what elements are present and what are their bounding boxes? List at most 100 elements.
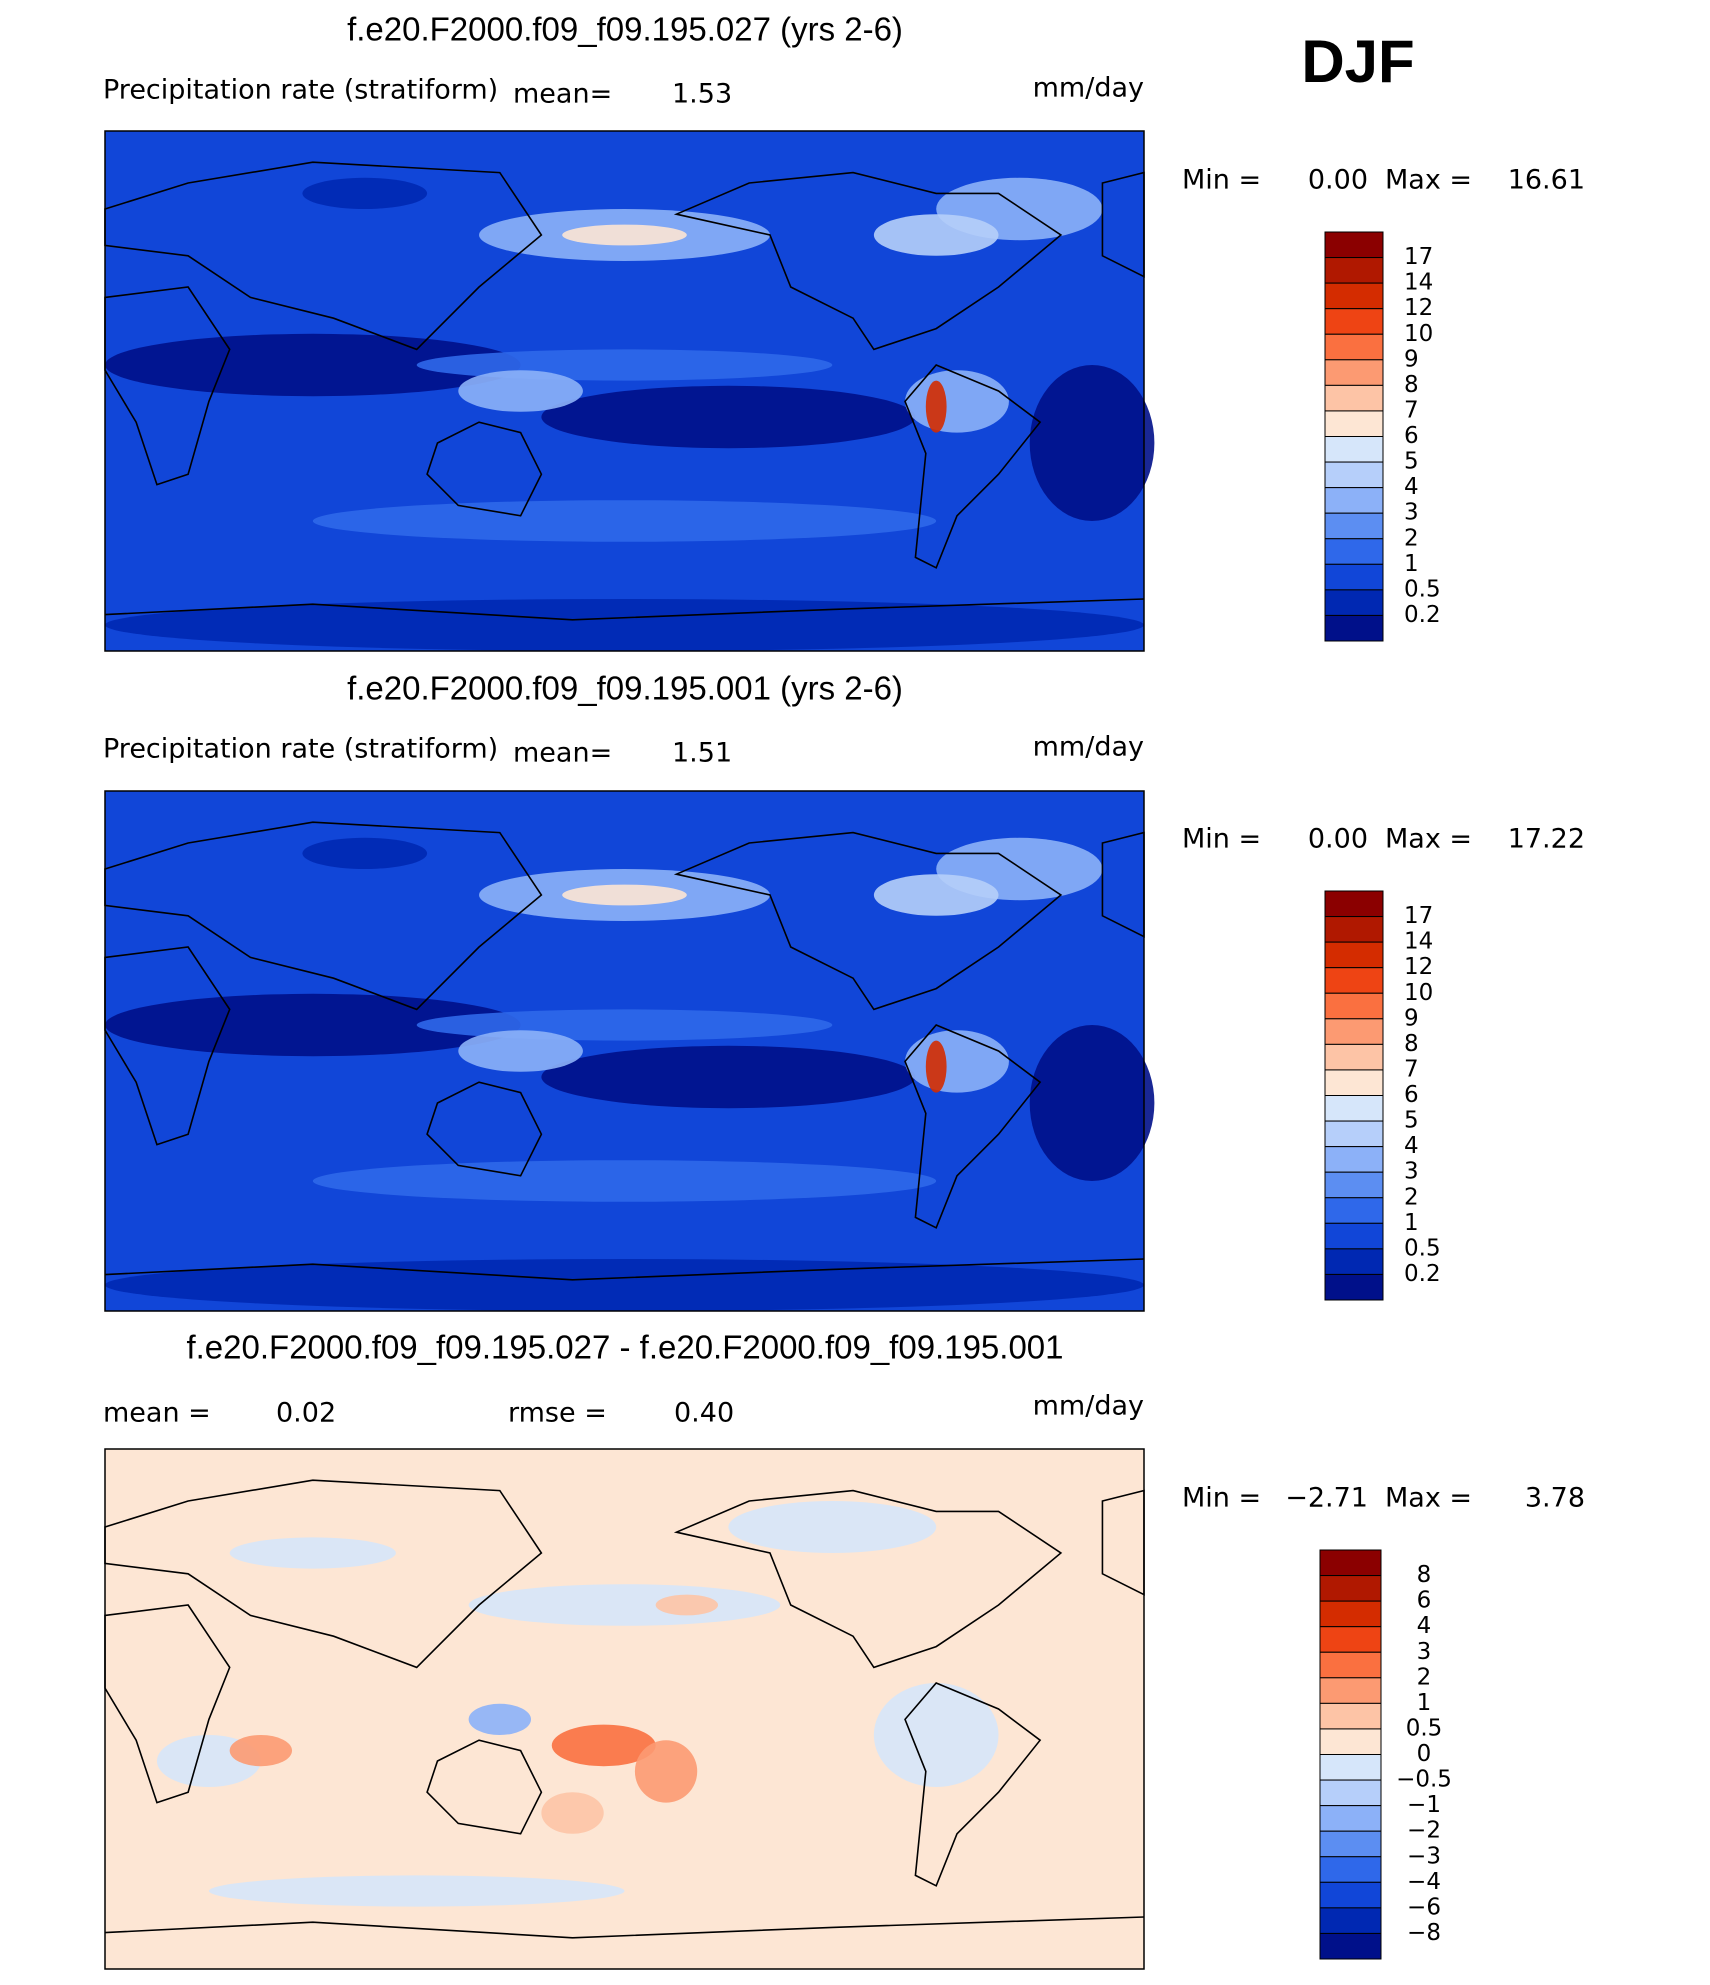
map: [104, 1448, 1145, 1970]
panel-title: f.e20.F2000.f09_f09.195.027 - f.e20.F200…: [186, 1329, 1063, 1366]
colorbar-label: 8: [1404, 372, 1419, 398]
map-field: [458, 1030, 583, 1072]
map-field: [302, 177, 428, 209]
colorbar-box: [1324, 1043, 1384, 1071]
colorbar-label: 1: [1417, 1690, 1432, 1716]
colorbar-label: 1: [1404, 551, 1419, 577]
rmse-value: 0.40: [674, 1398, 734, 1429]
min-label: Min =: [1182, 165, 1261, 196]
colorbar-box: [1324, 487, 1384, 514]
colorbar-label: 2: [1417, 1664, 1432, 1690]
units-label: mm/day: [1033, 732, 1144, 763]
map-field: [312, 500, 937, 542]
colorbar-label: 12: [1404, 295, 1433, 321]
map-field: [105, 1259, 1144, 1311]
colorbar-box: [1324, 1120, 1384, 1148]
colorbar-box: [1324, 359, 1384, 386]
map: [104, 790, 1155, 1312]
variable-label: Precipitation rate (stratiform): [103, 75, 498, 106]
colorbar-label: 3: [1417, 1639, 1432, 1665]
map-field: [562, 884, 687, 906]
mean-value: 0.02: [276, 1398, 336, 1429]
colorbar-box: [1324, 563, 1384, 591]
map-field: [551, 1724, 656, 1767]
map-field: [541, 1045, 916, 1109]
colorbar-label: 14: [1404, 270, 1433, 296]
colorbar-label: 9: [1404, 346, 1419, 372]
map-field: [655, 1594, 719, 1616]
colorbar-label: 10: [1404, 980, 1433, 1006]
colorbar-label: 4: [1404, 474, 1419, 500]
map-field: [562, 224, 687, 246]
colorbar-box: [1324, 589, 1384, 616]
coastline: [104, 1916, 1145, 1939]
colorbar-label: 0.5: [1406, 1715, 1443, 1741]
map-field: [541, 385, 916, 449]
colorbar-label: 6: [1404, 1082, 1419, 1108]
colorbar-box: [1324, 512, 1384, 540]
map-frame: [104, 790, 1145, 1312]
colorbar-box: [1324, 1018, 1384, 1045]
colorbar-label: −2: [1407, 1818, 1441, 1844]
panel-title: f.e20.F2000.f09_f09.195.001 (yrs 2-6): [347, 670, 903, 707]
colorbar-box: [1319, 1728, 1382, 1755]
colorbar-label: −8: [1407, 1920, 1441, 1946]
map-field: [302, 837, 428, 870]
colorbar-box: [1319, 1702, 1382, 1730]
colorbar-box: [1324, 941, 1384, 969]
map-frame: [104, 130, 1145, 652]
coastline: [673, 171, 1063, 351]
map-field: [905, 1030, 1009, 1093]
colorbar-label: −6: [1407, 1894, 1441, 1920]
colorbar-label: 17: [1404, 903, 1433, 929]
colorbar-label: 7: [1404, 397, 1419, 423]
colorbar-box: [1324, 333, 1384, 361]
colorbar-label: 2: [1404, 525, 1419, 551]
colorbar-box: [1319, 1754, 1382, 1781]
colorbar-label: 8: [1417, 1562, 1432, 1588]
coastline: [104, 1479, 543, 1669]
mean-label: mean =: [103, 1398, 211, 1429]
colorbar-label: 4: [1417, 1613, 1432, 1639]
map-field: [208, 1875, 625, 1907]
colorbar-label: −3: [1407, 1843, 1441, 1869]
map-field: [541, 1792, 604, 1834]
colorbar-box: [1324, 967, 1384, 994]
colorbar-box: [1324, 1069, 1384, 1096]
colorbar-box: [1319, 1600, 1382, 1628]
map-field: [925, 1040, 947, 1093]
colorbar-box: [1324, 1248, 1384, 1275]
colorbar-box: [1319, 1779, 1382, 1807]
units-label: mm/day: [1033, 1391, 1144, 1422]
colorbar-box: [1319, 1575, 1382, 1602]
colorbar-box: [1324, 1273, 1384, 1301]
colorbar-box: [1319, 1830, 1382, 1858]
map-field: [458, 370, 583, 412]
mean-value: 1.51: [672, 738, 732, 769]
min-value: −2.71: [1285, 1483, 1368, 1514]
colorbar-box: [1319, 1932, 1382, 1960]
colorbar-label: 2: [1404, 1184, 1419, 1210]
colorbar-box: [1319, 1626, 1382, 1653]
colorbar-box: [1324, 1171, 1384, 1199]
map-field: [1029, 365, 1155, 521]
colorbar-box: [1324, 890, 1384, 918]
colorbar-box: [1324, 461, 1384, 489]
colorbar-label: 17: [1404, 244, 1433, 270]
panel-title: f.e20.F2000.f09_f09.195.027 (yrs 2-6): [347, 11, 903, 48]
colorbar-box: [1324, 614, 1384, 642]
coastline: [426, 1081, 543, 1177]
colorbar-box: [1324, 436, 1384, 463]
colorbar-box: [1319, 1856, 1382, 1883]
coastline: [104, 598, 1145, 621]
colorbar-label: 9: [1404, 1005, 1419, 1031]
map-field: [312, 1160, 937, 1202]
max-value: 16.61: [1508, 165, 1585, 196]
colorbar-label: −4: [1407, 1869, 1441, 1895]
colorbar-label: 3: [1404, 1159, 1419, 1185]
colorbar-label: 0: [1417, 1741, 1432, 1767]
map-frame: [104, 1448, 1145, 1970]
colorbar-box: [1324, 1222, 1384, 1250]
colorbar-box: [1324, 1197, 1384, 1224]
